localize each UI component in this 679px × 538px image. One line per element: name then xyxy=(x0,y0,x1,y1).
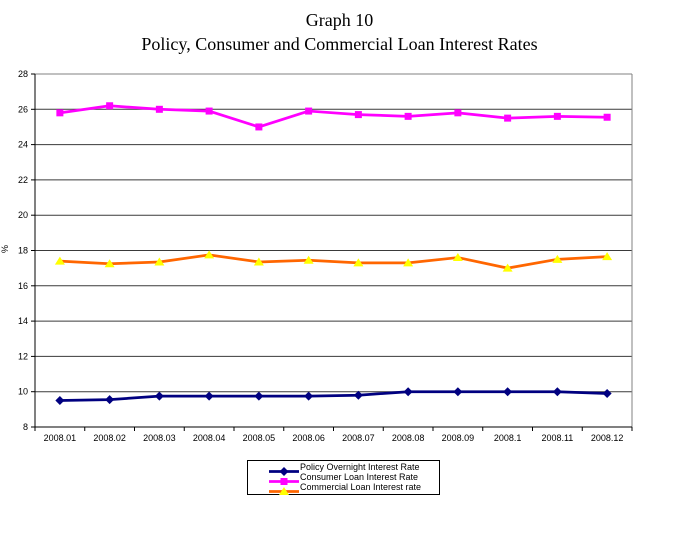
x-tick-label: 2008.06 xyxy=(292,433,325,443)
x-tick-label: 2008.02 xyxy=(93,433,126,443)
chart-title: Graph 10 xyxy=(305,10,374,30)
y-axis-title: % xyxy=(0,244,11,254)
y-tick-label: 22 xyxy=(18,175,28,185)
legend-label-policy: Policy Overnight Interest Rate xyxy=(300,462,420,472)
y-axis-ticks: 8 10 12 14 16 18 20 22 24 26 28 xyxy=(18,69,35,432)
x-tick-label: 2008.12 xyxy=(591,433,624,443)
x-tick-label: 2008.07 xyxy=(342,433,375,443)
legend-label-commercial: Commercial Loan Interest rate xyxy=(300,482,422,492)
x-tick-label: 2008.1 xyxy=(494,433,522,443)
x-tick-label: 2008.01 xyxy=(44,433,77,443)
x-tick-label: 2008.05 xyxy=(243,433,276,443)
y-tick-label: 10 xyxy=(18,387,28,397)
policy-series-marker-icon xyxy=(269,463,299,476)
y-tick-label: 28 xyxy=(18,69,28,79)
x-tick-label: 2008.03 xyxy=(143,433,176,443)
consumer-series-marker-icon xyxy=(269,473,299,485)
y-tick-label: 8 xyxy=(23,422,28,432)
legend-item-consumer: Consumer Loan Interest Rate xyxy=(248,472,439,485)
x-tick-label: 2008.08 xyxy=(392,433,425,443)
x-axis-ticks: 2008.01 2008.02 2008.03 2008.04 2008.05 2008.… xyxy=(34,427,633,443)
y-tick-label: 14 xyxy=(18,316,28,326)
y-tick-label: 26 xyxy=(18,104,28,114)
x-tick-label: 2008.09 xyxy=(442,433,475,443)
chart-subtitle: Policy, Consumer and Commercial Loan Int… xyxy=(141,34,538,54)
legend-item-policy: Policy Overnight Interest Rate xyxy=(248,462,439,476)
y-tick-label: 24 xyxy=(18,140,28,150)
chart-title-block: Graph 10 Policy, Consumer and Commercial… xyxy=(0,8,679,56)
legend: Policy Overnight Interest Rate Consumer … xyxy=(247,460,440,495)
y-tick-label: 18 xyxy=(18,246,28,256)
series-1 xyxy=(56,102,611,131)
series-0 xyxy=(55,387,612,406)
legend-label-consumer: Consumer Loan Interest Rate xyxy=(300,472,419,482)
legend-item-commercial: Commercial Loan Interest rate xyxy=(248,482,439,495)
gridlines xyxy=(35,73,632,393)
commercial-series-marker-icon xyxy=(269,483,299,495)
y-tick-label: 20 xyxy=(18,210,28,220)
x-tick-label: 2008.11 xyxy=(541,433,573,443)
x-tick-label: 2008.04 xyxy=(193,433,226,443)
series-2 xyxy=(54,250,613,272)
y-tick-label: 16 xyxy=(18,281,28,291)
y-tick-label: 12 xyxy=(18,351,28,361)
